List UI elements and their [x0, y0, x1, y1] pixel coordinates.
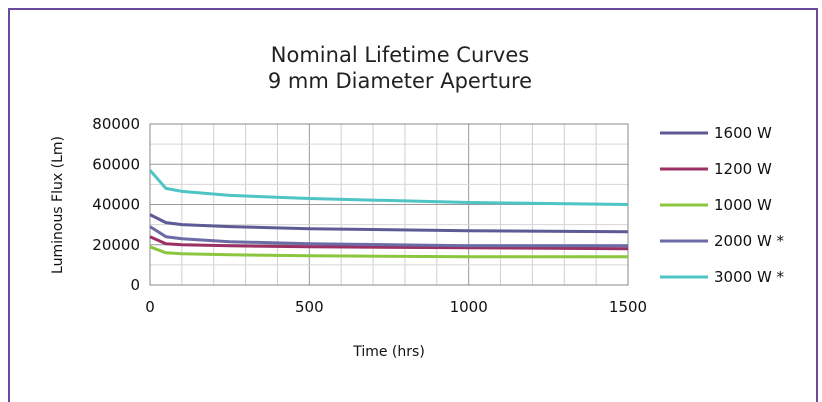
series-lines — [148, 169, 629, 259]
chart-title-line-1: Nominal Lifetime Curves — [271, 43, 529, 67]
chart-title-line-2: 9 mm Diameter Aperture — [268, 69, 532, 93]
y-tick-label: 80000 — [92, 115, 140, 133]
legend-label-3: 1000 W — [714, 196, 772, 214]
x-tick-label: 500 — [295, 298, 324, 316]
legend-label-1: 1600 W — [714, 124, 772, 142]
y-tick-label: 40000 — [92, 196, 140, 214]
axis-ticks: 0 500 1000 1500 0 20000 40000 60000 80000 — [92, 115, 647, 316]
legend: 1600 W 1200 W 1000 W 2000 W * 3000 W * — [660, 124, 785, 286]
series-line-5 — [148, 169, 629, 206]
x-tick-label: 1000 — [450, 298, 488, 316]
series-line-3 — [149, 245, 628, 259]
series-line-1 — [149, 213, 629, 234]
series-line-4 — [149, 225, 628, 248]
x-tick-label: 0 — [145, 298, 155, 316]
y-tick-label: 20000 — [92, 236, 140, 254]
y-tick-label: 60000 — [92, 155, 140, 173]
y-axis-label: Luminous Flux (Lm) — [50, 136, 66, 274]
y-tick-label: 0 — [130, 276, 140, 294]
chart-frame — [8, 8, 818, 402]
series-line-2 — [149, 235, 629, 251]
legend-label-4: 2000 W * — [714, 232, 785, 250]
legend-label-2: 1200 W — [714, 160, 772, 178]
x-axis-label: Time (hrs) — [352, 344, 425, 360]
x-tick-label: 1500 — [609, 298, 647, 316]
legend-label-5: 3000 W * — [714, 268, 785, 286]
